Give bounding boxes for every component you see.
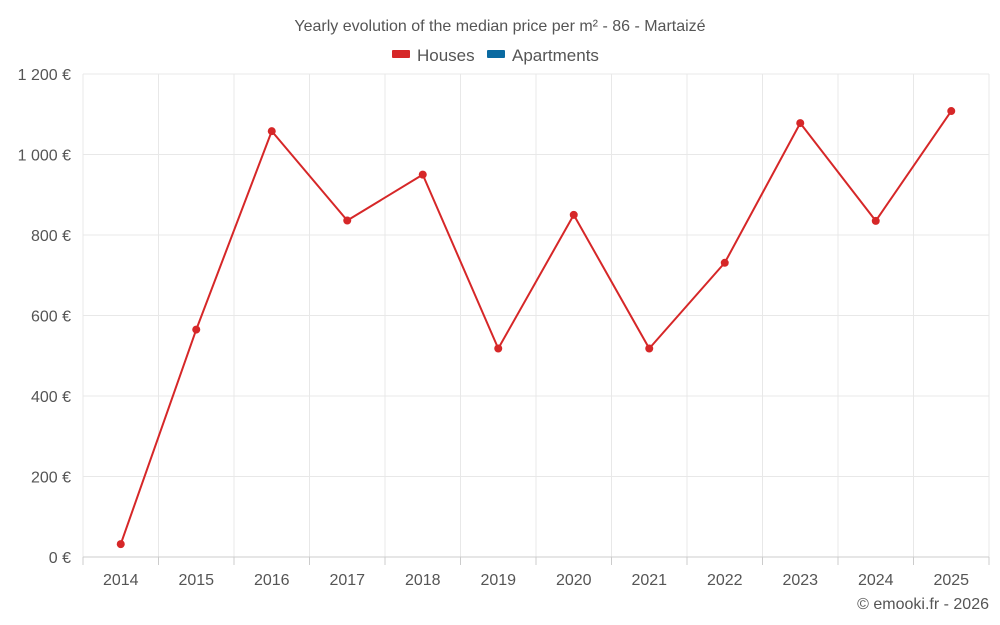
data-point[interactable]	[645, 344, 654, 353]
data-point[interactable]	[192, 325, 201, 334]
legend-swatch-apartments	[487, 50, 505, 58]
credit-text: © emooki.fr - 2026	[857, 596, 989, 613]
data-point[interactable]	[796, 119, 805, 128]
data-point[interactable]	[116, 540, 125, 549]
x-tick-label: 2015	[178, 572, 214, 589]
data-point[interactable]	[343, 216, 352, 225]
x-tick-label: 2025	[933, 572, 969, 589]
x-tick-label: 2019	[480, 572, 516, 589]
series	[119, 110, 953, 545]
x-tick-label: 2016	[254, 572, 290, 589]
axes	[82, 556, 990, 565]
y-tick-label: 400 €	[31, 389, 71, 406]
x-tick-label: 2018	[405, 572, 441, 589]
x-tick-label: 2021	[631, 572, 667, 589]
data-point[interactable]	[871, 216, 880, 225]
x-tick-label: 2024	[858, 572, 894, 589]
y-tick-label: 800 €	[31, 228, 71, 245]
y-tick-label: 200 €	[31, 470, 71, 487]
data-point[interactable]	[267, 127, 276, 136]
legend: Houses Apartments	[392, 46, 599, 65]
legend-label-houses[interactable]: Houses	[417, 46, 475, 65]
data-point[interactable]	[494, 344, 503, 353]
data-point[interactable]	[569, 210, 578, 219]
legend-swatch-houses	[392, 50, 410, 58]
y-tick-label: 0 €	[49, 550, 71, 567]
y-tick-label: 600 €	[31, 309, 71, 326]
y-tick-label: 1 000 €	[18, 148, 71, 165]
data-point[interactable]	[418, 170, 427, 179]
x-tick-label: 2022	[707, 572, 743, 589]
legend-label-apartments[interactable]: Apartments	[512, 46, 599, 65]
x-tick-label: 2023	[782, 572, 818, 589]
series-line-houses	[119, 110, 953, 545]
y-axis-ticks: 0 € 200 € 400 € 600 € 800 € 1 000 € 1 200 €	[18, 67, 71, 567]
chart-title: Yearly evolution of the median price per…	[294, 18, 705, 35]
x-tick-label: 2017	[329, 572, 365, 589]
x-axis-ticks: 2014 2015 2016 2017 2018 2019 2020 2021 2022 2023…	[103, 572, 969, 589]
data-point[interactable]	[720, 258, 729, 267]
x-tick-label: 2020	[556, 572, 592, 589]
grid	[82, 73, 990, 557]
data-points	[116, 107, 956, 549]
y-tick-label: 1 200 €	[18, 67, 71, 84]
data-point[interactable]	[947, 107, 956, 116]
x-tick-label: 2014	[103, 572, 139, 589]
